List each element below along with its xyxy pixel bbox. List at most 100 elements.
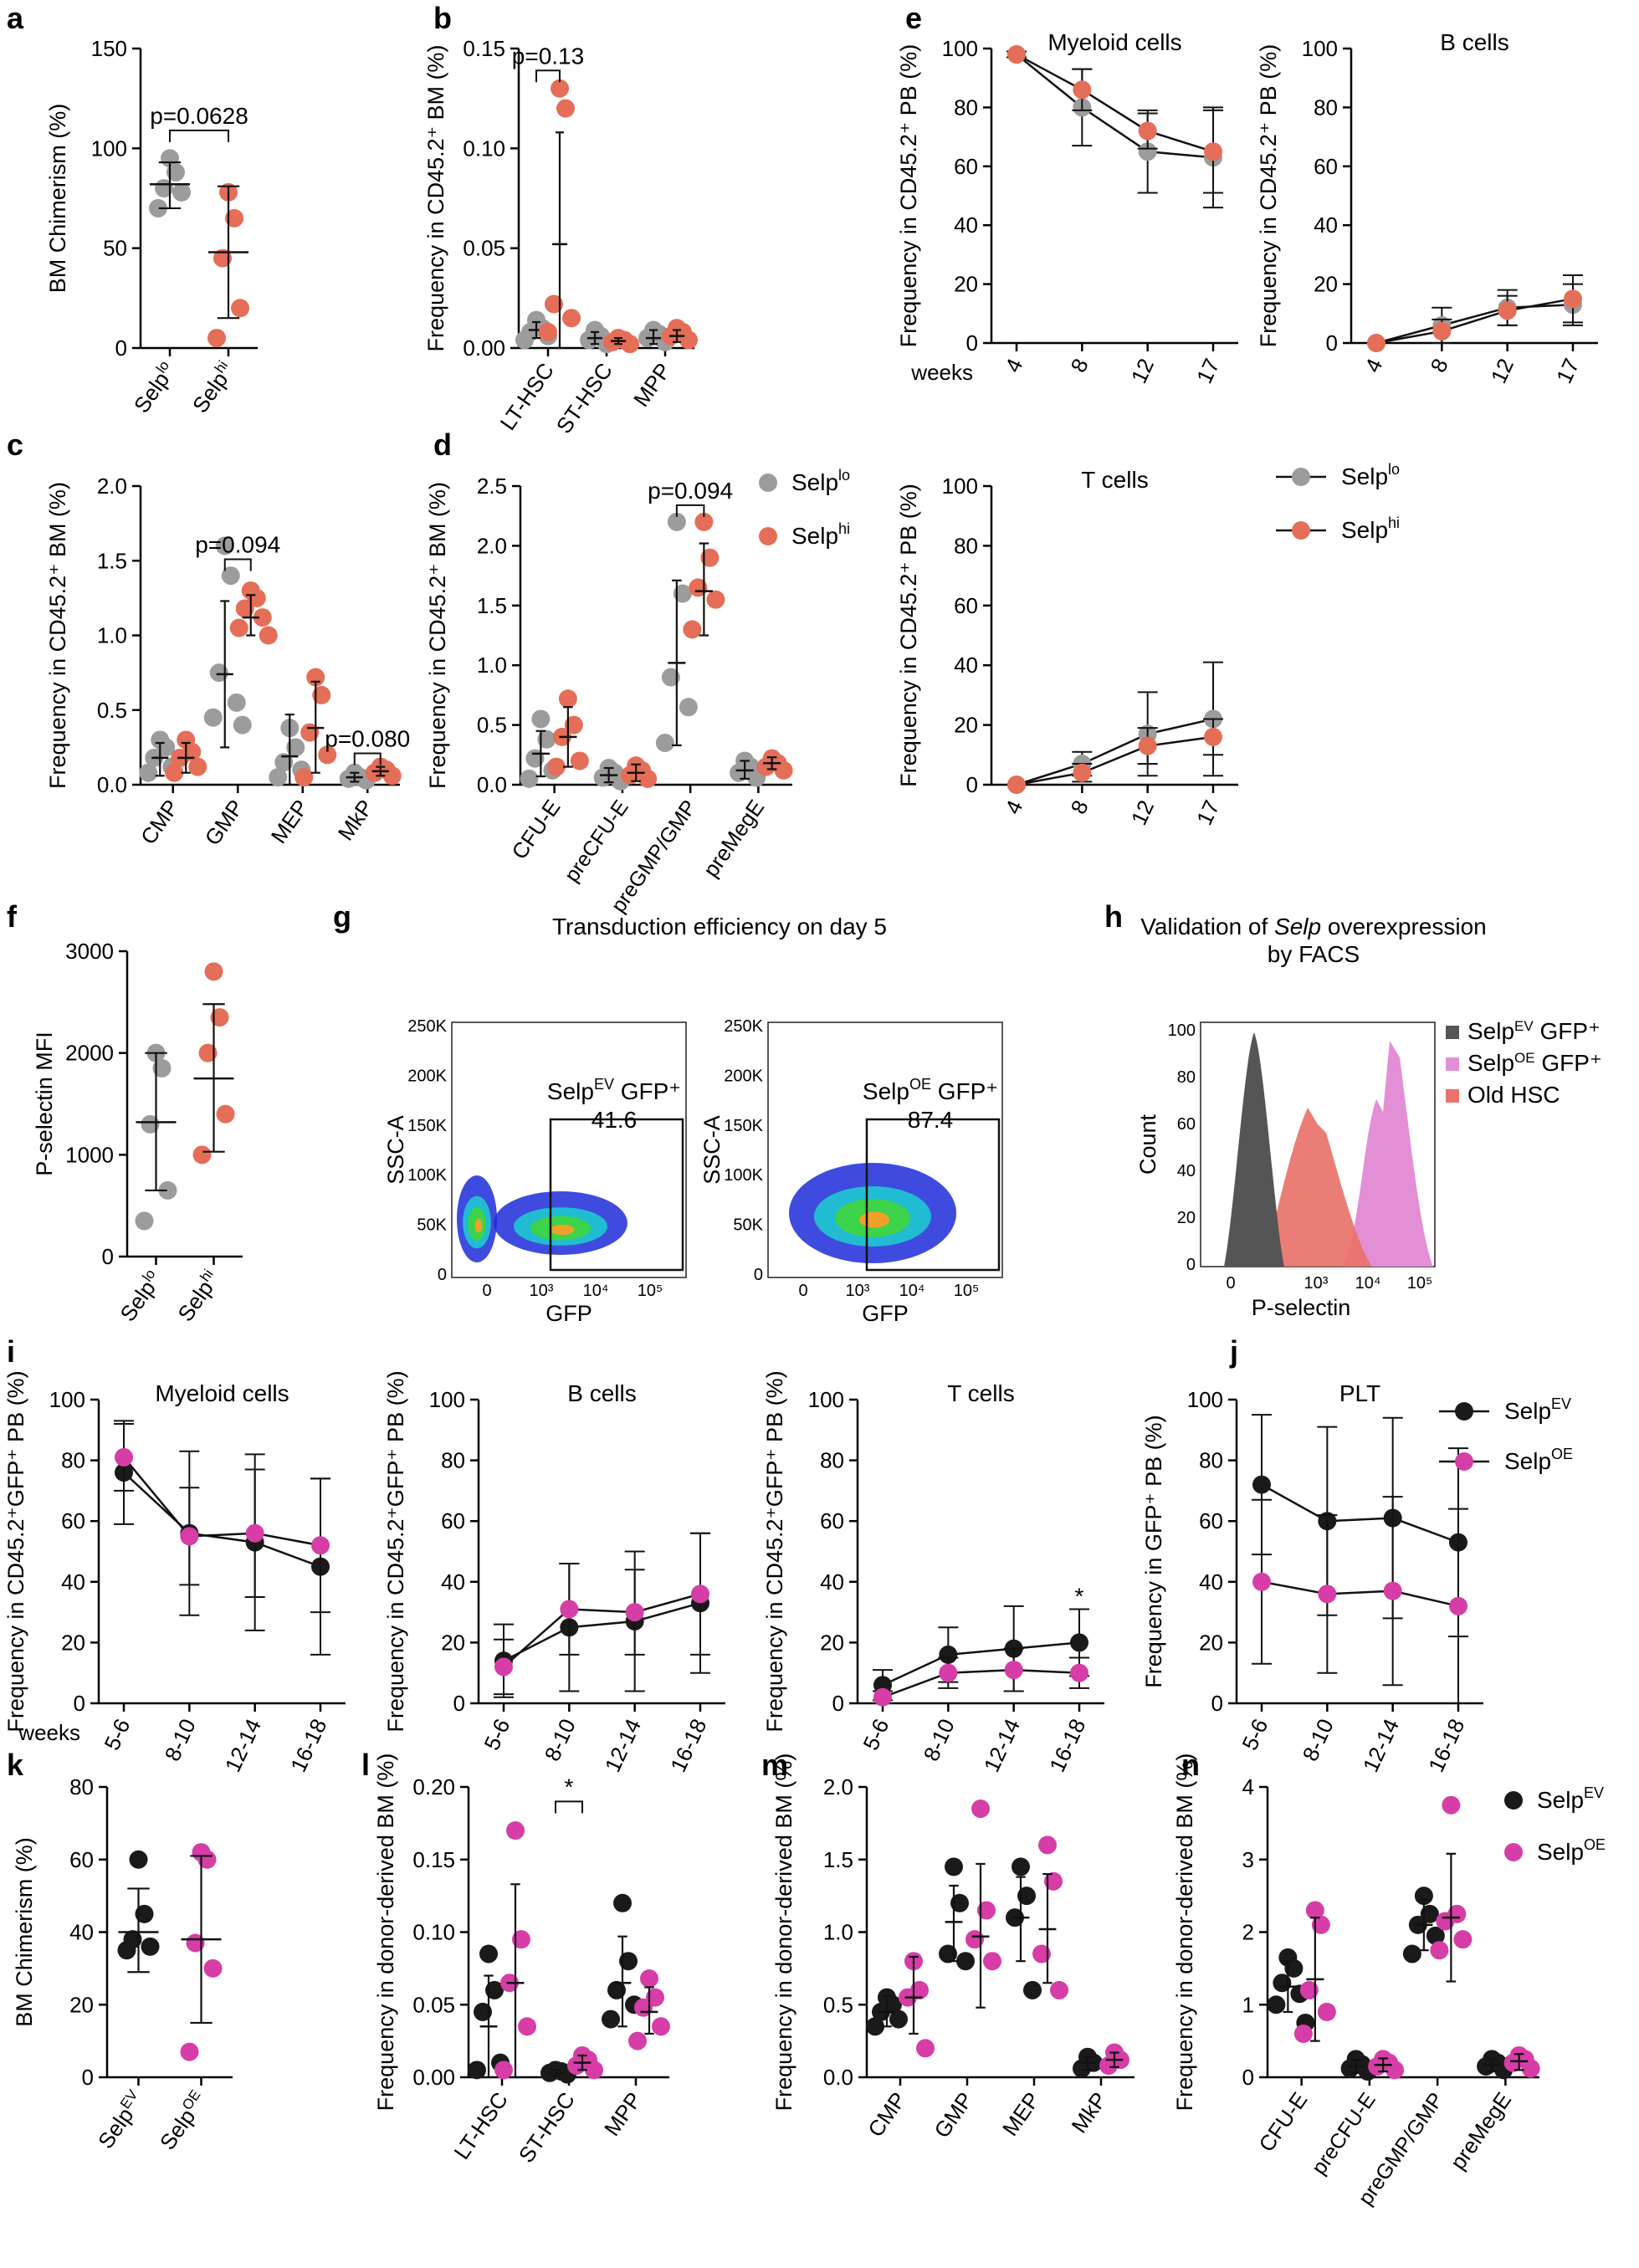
chart-title: T cells [947, 1380, 1014, 1406]
y-tick-label: 0.20 [412, 1774, 455, 1800]
hist-old-curve [1263, 1108, 1372, 1267]
series-line [1375, 297, 1574, 345]
chart-title: Myeloid cells [155, 1380, 289, 1406]
gate-label: SelpOE GFP⁺ [863, 1076, 998, 1104]
data-point [152, 1058, 172, 1078]
y-tick-label: 80 [954, 95, 978, 120]
flow-y-tick: 100K [724, 1166, 763, 1185]
data-point [203, 1958, 223, 1978]
x-tick-label: 12-14 [600, 1715, 646, 1776]
x-axis-prefix: weeks [18, 1720, 80, 1745]
y-tick-label: 100 [942, 36, 978, 61]
data-point [192, 1145, 212, 1165]
x-tick-label: 12-14 [979, 1715, 1025, 1776]
flow-plot-1: 250K 200K 150K 100K 50K 0 0 10³ 10⁴ 10⁵ SSC-A GFP Se… [383, 1017, 687, 1326]
series-point [180, 1527, 199, 1546]
y-tick-label: 1.5 [477, 593, 507, 618]
y-tick-label: 60 [441, 1508, 465, 1533]
series-point [1007, 45, 1026, 64]
data-point [1012, 1857, 1030, 1876]
y-tick-label: 20 [441, 1630, 465, 1655]
data-point [295, 768, 314, 787]
density-core [550, 1224, 575, 1236]
series-point [1318, 1585, 1337, 1604]
x-tick-label: LT-HSC [494, 358, 559, 434]
y-tick-label: 0 [82, 2065, 94, 2090]
x-tick-label-text: MkP [333, 795, 378, 845]
flow-y-tick: 250K [407, 1017, 447, 1036]
x-tick-label-text: MEP [266, 795, 314, 847]
series-line [123, 1472, 321, 1568]
data-point [141, 1937, 160, 1956]
data-point [221, 566, 240, 586]
legends-layer: SelploSelphiSelploSelphiSelpEVSelpOESelp… [759, 461, 1606, 1865]
data-point [774, 760, 793, 780]
chart-j: 0 20 40 60 80 100 Frequency in GFP⁺ PB (%) 5-6 8… [1141, 1380, 1483, 1776]
x-tick-label-text: MPP [599, 2087, 647, 2140]
legend-label: SelpOE [1504, 1446, 1573, 1474]
data-point [365, 763, 384, 782]
gate-label-tail: GFP⁺ [614, 1078, 681, 1104]
legend-text: Selp [1341, 463, 1388, 489]
x-tick-label: CFU-E [506, 795, 565, 863]
y-tick-label: 0 [1326, 330, 1338, 356]
x-tick-label: 12 [1126, 796, 1159, 829]
series-point [1383, 1581, 1402, 1600]
y-axis-label: Frequency in GFP⁺ PB (%) [1141, 1415, 1166, 1687]
data-point [213, 248, 232, 268]
data-point [537, 730, 556, 749]
x-tick-label: MPP [628, 358, 676, 411]
data-point [135, 1904, 154, 1923]
data-point [956, 1952, 975, 1971]
hist-legend-swatch [1446, 1057, 1459, 1071]
flow-y-label: SSC-A [383, 1115, 408, 1185]
y-tick-label: 0.05 [412, 1992, 455, 2017]
y-tick-label: 0 [1242, 2065, 1254, 2090]
legend-sup: OE [1584, 1836, 1606, 1853]
hist-legend-label: SelpEV GFP⁺ [1467, 1018, 1601, 1044]
data-point [207, 329, 226, 348]
data-point [165, 763, 184, 782]
x-tick-label: MkP [333, 795, 378, 845]
x-tick-label-text: LT-HSC [448, 2087, 513, 2163]
series-line [503, 1602, 701, 1662]
x-tick-label: LT-HSC [448, 2087, 513, 2163]
data-point [965, 1930, 984, 1949]
data-point [1503, 2053, 1523, 2072]
x-tick-label: 16-18 [1423, 1715, 1469, 1776]
data-point [950, 1893, 969, 1912]
significance-bracket [169, 129, 229, 142]
x-tick-label: SelpOE [154, 2087, 212, 2155]
series-point [939, 1645, 958, 1664]
x-tick-label: Selplo [115, 1267, 167, 1326]
legend-sup: lo [1388, 461, 1400, 478]
y-tick-label: 0.10 [412, 1920, 455, 1945]
data-point [1453, 1930, 1473, 1949]
data-point [247, 588, 266, 607]
x-tick-label: 8 [1425, 355, 1452, 376]
data-point [619, 1952, 638, 1971]
chart-d: 0.0 0.5 1.0 1.5 2.0 2.5 Frequency in CD45.2⁺ B… [425, 474, 793, 917]
y-tick-label: 20 [61, 1630, 85, 1655]
data-point [971, 1800, 990, 1819]
data-point [216, 1104, 235, 1124]
data-point [1044, 1871, 1063, 1891]
y-axis-label: Frequency in donor-derived BM (%) [373, 1753, 398, 2112]
panel-label-m: m [761, 1748, 788, 1782]
flow-y-tick: 150K [724, 1117, 763, 1135]
panel-label-l: l [361, 1748, 370, 1782]
x-tick-label-text: ST-HSC [514, 2087, 580, 2167]
y-tick-label: 40 [61, 1569, 85, 1595]
legend-marker [1504, 1843, 1523, 1861]
hist-x-tick: 10⁵ [1407, 1274, 1433, 1293]
data-point [679, 330, 698, 350]
x-tick-label: preMegE [1445, 2087, 1516, 2174]
hist-oe-curve [1343, 1041, 1433, 1267]
series-point [1070, 1633, 1088, 1652]
data-point [506, 1821, 525, 1841]
flow-cytometry-panel: Transduction efficiency on day 5 250K 200… [383, 914, 1003, 1326]
panel-label-a: a [7, 1, 24, 35]
chart-e3: 0 20 40 60 80 100 Frequency in CD45.2⁺ PB (%) 4… [896, 467, 1238, 829]
y-tick-label: 2.0 [823, 1774, 853, 1800]
